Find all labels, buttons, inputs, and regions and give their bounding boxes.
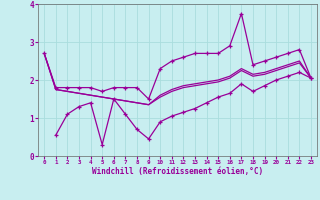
X-axis label: Windchill (Refroidissement éolien,°C): Windchill (Refroidissement éolien,°C) [92,167,263,176]
